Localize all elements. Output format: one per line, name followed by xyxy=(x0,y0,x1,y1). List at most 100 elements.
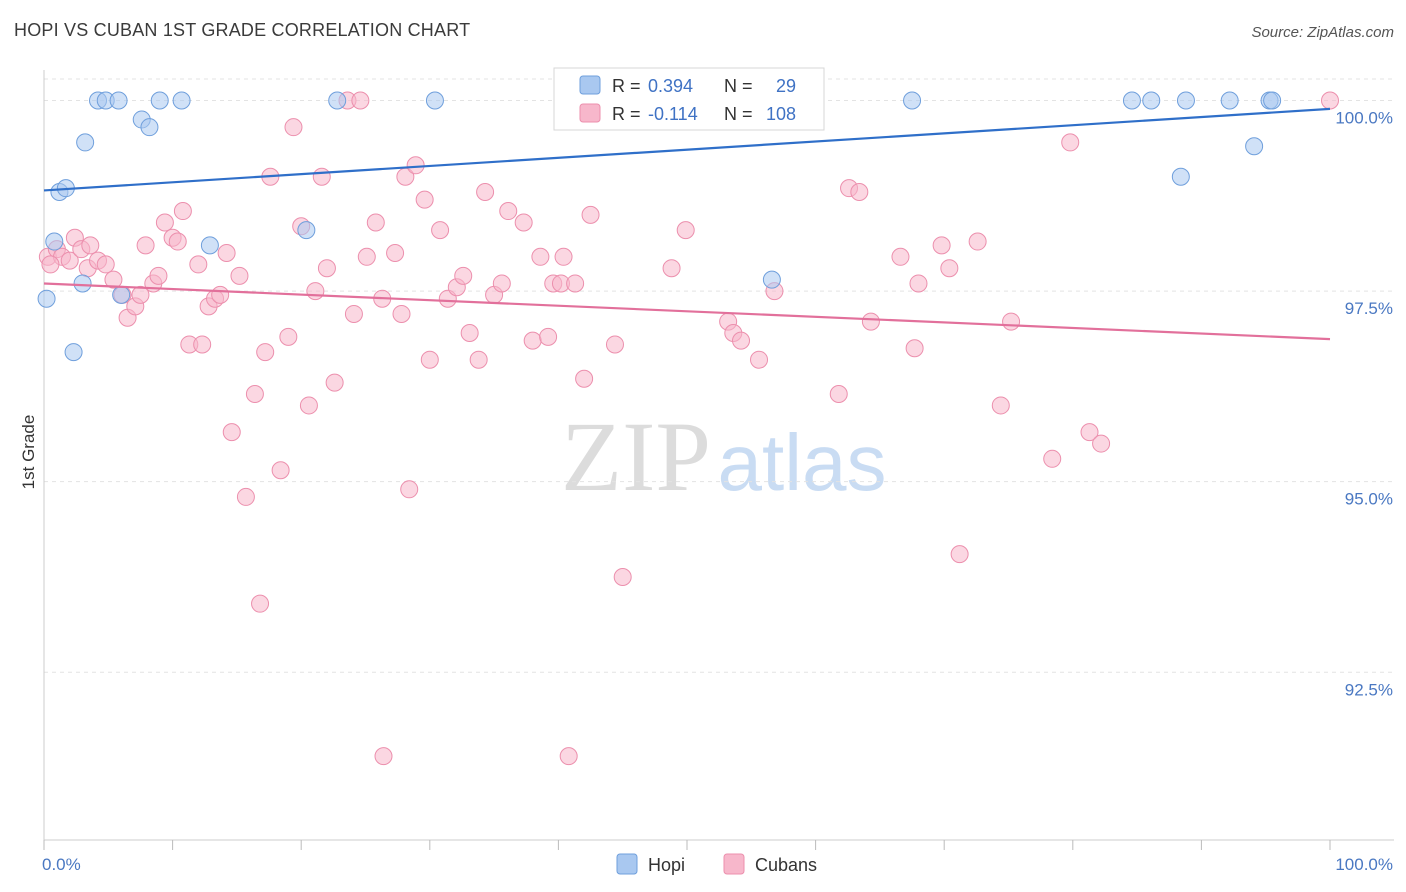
cubans-point-75 xyxy=(554,247,573,266)
hopi-point-9 xyxy=(109,91,128,110)
cubans-point-14 xyxy=(131,285,150,304)
cubans-point-89 xyxy=(829,385,848,404)
watermark-atlas: atlas xyxy=(718,418,887,507)
cubans-point-34 xyxy=(256,343,275,362)
cubans-point-3 xyxy=(60,251,79,270)
cubans-point-72 xyxy=(539,327,558,346)
y-tick-label-3: 92.5% xyxy=(1345,680,1393,699)
cubans-point-49 xyxy=(366,213,385,232)
cubans-point-104 xyxy=(1080,423,1099,442)
cubans-point-99 xyxy=(968,232,987,251)
cubans-point-102 xyxy=(1043,449,1062,468)
cubans-point-53 xyxy=(392,304,411,323)
cubans-point-86 xyxy=(732,331,751,350)
cubans-point-87 xyxy=(750,350,769,369)
cubans-point-95 xyxy=(909,274,928,293)
hopi-point-25 xyxy=(1220,91,1239,110)
trend-lines xyxy=(43,107,1331,341)
grid xyxy=(44,78,1394,673)
cubans-point-83 xyxy=(676,221,695,240)
cubans-point-31 xyxy=(236,487,255,506)
cubans-point-41 xyxy=(306,282,325,301)
cubans-point-52 xyxy=(386,243,405,262)
cubans-point-98 xyxy=(950,545,969,564)
hopi-point-16 xyxy=(297,221,316,240)
cubans-point-38 xyxy=(284,118,303,137)
cubans-point-15 xyxy=(136,236,155,255)
cubans-point-48 xyxy=(357,247,376,266)
cubans-point-63 xyxy=(460,324,479,343)
watermark-zip: ZIP xyxy=(561,401,711,512)
legend-bottom-cubans-label: Cubans xyxy=(755,855,817,875)
cubans-point-92 xyxy=(861,312,880,331)
hopi-point-21 xyxy=(1122,91,1141,110)
cubans-point-71 xyxy=(531,247,550,266)
cubans-point-78 xyxy=(575,369,594,388)
cubans-point-94 xyxy=(905,339,924,358)
cubans-point-42 xyxy=(312,167,331,186)
legend-bottom-cubans-swatch xyxy=(723,853,745,875)
legend-cubans-r-label: R = xyxy=(612,104,641,124)
cubans-point-101 xyxy=(1002,312,1021,331)
cubans-point-33 xyxy=(251,594,270,613)
cubans-point-10 xyxy=(104,270,123,289)
cubans-point-46 xyxy=(344,304,363,323)
cubans-point-44 xyxy=(325,373,344,392)
hopi-point-12 xyxy=(140,118,159,137)
hopi-point-26 xyxy=(1245,137,1264,156)
cubans-point-80 xyxy=(613,567,632,586)
cubans-point-93 xyxy=(891,247,910,266)
y-tick-label-1: 97.5% xyxy=(1345,299,1393,318)
cubans-point-79 xyxy=(581,205,600,224)
hopi-point-4 xyxy=(64,343,83,362)
cubans-point-77 xyxy=(566,274,585,293)
cubans-trend-line xyxy=(43,282,1331,341)
cubans-point-97 xyxy=(940,259,959,278)
cubans-point-9 xyxy=(96,255,115,274)
hopi-point-19 xyxy=(762,270,781,289)
cubans-point-67 xyxy=(492,274,511,293)
cubans-point-51 xyxy=(374,747,393,766)
cubans-point-82 xyxy=(662,259,681,278)
x-tick-label-1: 100.0% xyxy=(1335,855,1393,874)
hopi-point-17 xyxy=(328,91,347,110)
cubans-point-28 xyxy=(217,243,236,262)
hopi-point-13 xyxy=(150,91,169,110)
legend-bottom-hopi-label: Hopi xyxy=(648,855,685,875)
hopi-point-6 xyxy=(76,133,95,152)
cubans-point-47 xyxy=(351,91,370,110)
cubans-point-36 xyxy=(271,461,290,480)
cubans-point-68 xyxy=(499,202,518,221)
legend-cubans-n-value: 108 xyxy=(766,104,796,124)
y-tick-label-2: 95.0% xyxy=(1345,490,1393,509)
cubans-point-105 xyxy=(1092,434,1111,453)
legend-bottom: Hopi Cubans xyxy=(616,853,817,875)
hopi-point-24 xyxy=(1176,91,1195,110)
legend-bottom-hopi-swatch xyxy=(616,853,638,875)
cubans-point-65 xyxy=(476,182,495,201)
axes: 100.0% 97.5% 95.0% 92.5% 0.0% 100.0% xyxy=(42,70,1394,874)
cubans-point-29 xyxy=(222,423,241,442)
hopi-point-10 xyxy=(112,285,131,304)
cubans-points xyxy=(38,91,1339,766)
cubans-point-24 xyxy=(193,335,212,354)
cubans-point-96 xyxy=(932,236,951,255)
hopi-point-22 xyxy=(1142,91,1161,110)
cubans-point-69 xyxy=(514,213,533,232)
legend-cubans-n-label: N = xyxy=(724,104,753,124)
watermark: ZIP atlas xyxy=(561,401,886,512)
cubans-point-7 xyxy=(81,236,100,255)
hopi-point-15 xyxy=(200,236,219,255)
cubans-point-70 xyxy=(523,331,542,350)
hopi-point-18 xyxy=(425,91,444,110)
cubans-point-32 xyxy=(245,385,264,404)
hopi-point-14 xyxy=(172,91,191,110)
hopi-point-20 xyxy=(903,91,922,110)
cubans-point-106 xyxy=(1321,91,1339,110)
hopi-trend-line xyxy=(43,107,1331,192)
cubans-point-100 xyxy=(991,396,1010,415)
y-tick-label-0: 100.0% xyxy=(1335,108,1393,127)
legend-hopi-n-label: N = xyxy=(724,76,753,96)
